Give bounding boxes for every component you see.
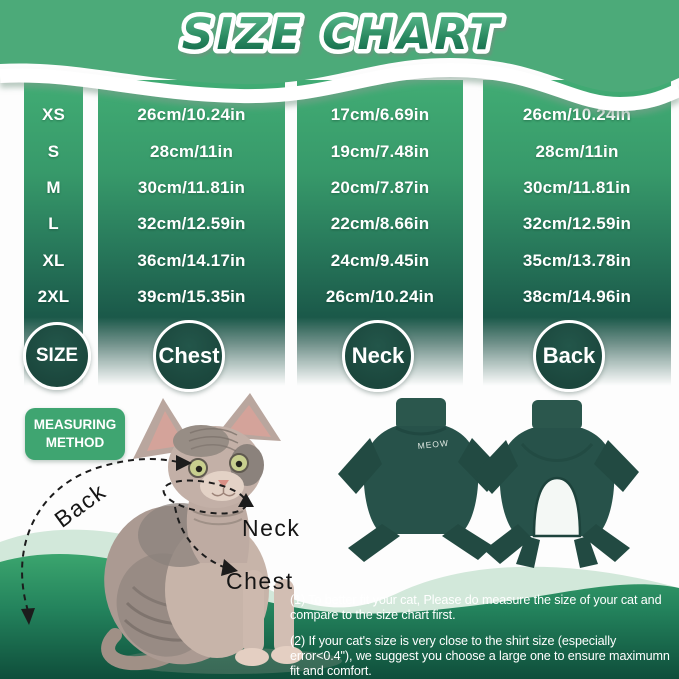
chest-value: 26cm/10.24in: [137, 105, 246, 125]
fitting-note-1: (1) To better fit your cat, Please do me…: [290, 593, 662, 623]
column-circle-neck-label: Neck: [351, 343, 405, 368]
column-circle-chest: Chest: [153, 320, 225, 392]
garment-back-sleeve-right: [594, 440, 639, 492]
garment-back-leg-right: [582, 524, 630, 562]
chest-value: 30cm/11.81in: [137, 177, 246, 197]
column-circle-chest-label: Chest: [158, 343, 220, 368]
garment-front-collar: [396, 398, 446, 430]
cat-muzzle: [200, 471, 244, 501]
chest-value: 28cm/11in: [149, 141, 234, 161]
back-value: 35cm/13.78in: [522, 250, 632, 270]
neck-value: 17cm/6.69in: [330, 105, 430, 125]
garment-back-view: [474, 400, 639, 568]
garment-back-sleeve-left: [474, 440, 518, 494]
size-label: 2XL: [37, 287, 70, 307]
garment-back-tail-opening: [532, 476, 582, 538]
garment-back-leg-inner-left: [516, 536, 540, 568]
size-label: XS: [41, 105, 66, 125]
cat-pupil-left: [195, 465, 203, 473]
column-circle-neck: Neck: [342, 320, 414, 392]
garment-front-view: MEOW: [338, 398, 504, 562]
fitting-note-2: (2) If your cat's size is very close to …: [290, 633, 670, 679]
measuring-method-badge: MEASURING METHOD: [25, 408, 125, 461]
column-circle-back: Back: [533, 320, 605, 392]
garment-front-logo: MEOW: [417, 438, 449, 451]
cat-ear-right-inner: [227, 405, 271, 437]
garment-front-body: [363, 426, 479, 534]
garment-back-leg-inner-right: [574, 536, 598, 568]
header-band: SIZE CHART: [0, 0, 679, 112]
size-label: XL: [42, 250, 65, 270]
back-value: 32cm/12.59in: [522, 214, 632, 234]
table-column-back: 26cm/10.24in 28cm/11in 30cm/11.81in 32cm…: [483, 80, 671, 392]
garment-front-sleeve-left: [338, 438, 382, 494]
cat-pupil-right: [235, 460, 243, 468]
page-title: SIZE CHART: [182, 9, 502, 60]
header-green-area: [0, 0, 679, 92]
neck-value: 24cm/9.45in: [330, 250, 430, 270]
garment-front-collar-shade: [395, 426, 447, 436]
chest-value: 39cm/15.35in: [137, 287, 246, 307]
cat-paw: [271, 646, 303, 664]
back-value: 26cm/10.24in: [522, 105, 632, 125]
cat-forehead-wrinkle: [189, 428, 238, 436]
cat-head-patch: [173, 425, 229, 457]
size-label: M: [46, 177, 61, 197]
size-label: S: [47, 141, 60, 161]
size-label: L: [48, 214, 59, 234]
column-circle-back-label: Back: [542, 343, 596, 368]
header-wave-white-band: [0, 62, 679, 112]
garment-back-shoulder-shade: [520, 443, 594, 462]
fitting-notes: (1) To better fit your cat, Please do me…: [290, 593, 676, 679]
chest-value: 32cm/12.59in: [137, 214, 246, 234]
neck-value: 20cm/7.87in: [330, 177, 430, 197]
chest-value: 36cm/14.17in: [137, 250, 246, 270]
cat-front-leg: [274, 579, 294, 655]
cat-forehead-wrinkle: [190, 444, 237, 452]
neck-value: 22cm/8.66in: [330, 214, 430, 234]
garment-front-leg-left: [348, 524, 400, 562]
garment-back-collar: [532, 400, 582, 430]
back-value: 30cm/11.81in: [523, 177, 631, 197]
garment-product-views: MEOW: [338, 398, 639, 568]
back-value: 38cm/14.96in: [522, 287, 632, 307]
cat-forehead-wrinkle: [188, 436, 239, 444]
neck-value: 26cm/10.24in: [325, 287, 435, 307]
garment-back-leg-left: [484, 524, 532, 564]
garment-front-leg-right: [442, 524, 493, 560]
cat-front-leg: [243, 570, 264, 654]
back-value: 28cm/11in: [535, 141, 619, 161]
column-circle-size: SIZE: [23, 322, 91, 390]
cat-paw: [235, 648, 269, 666]
neck-value: 19cm/7.48in: [330, 141, 430, 161]
column-circle-size-label: SIZE: [35, 345, 79, 366]
